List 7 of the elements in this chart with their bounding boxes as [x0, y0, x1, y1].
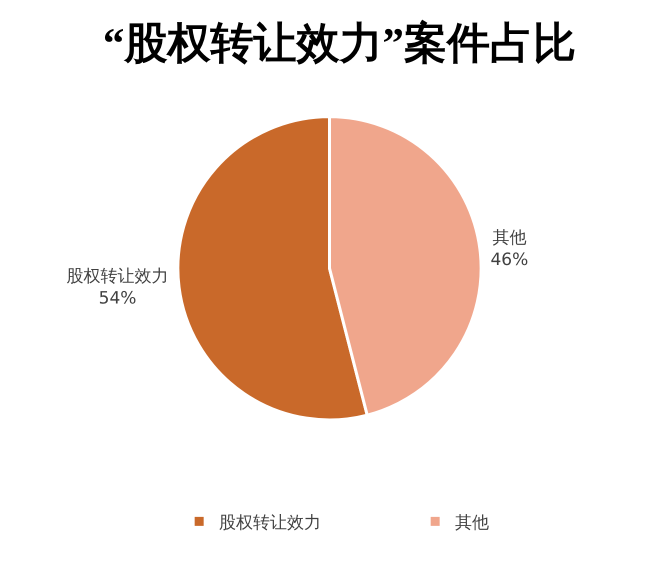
slice-label: 其他 [492, 228, 526, 248]
legend-label: 股权转让效力 [219, 512, 322, 533]
data-label: 46% [490, 250, 528, 270]
slice-label: 股权转让效力 [66, 266, 169, 287]
chart-title: “股权转让效力”案件占比 [102, 20, 576, 68]
legend-label: 其他 [455, 512, 490, 533]
data-label: 54% [98, 288, 136, 309]
